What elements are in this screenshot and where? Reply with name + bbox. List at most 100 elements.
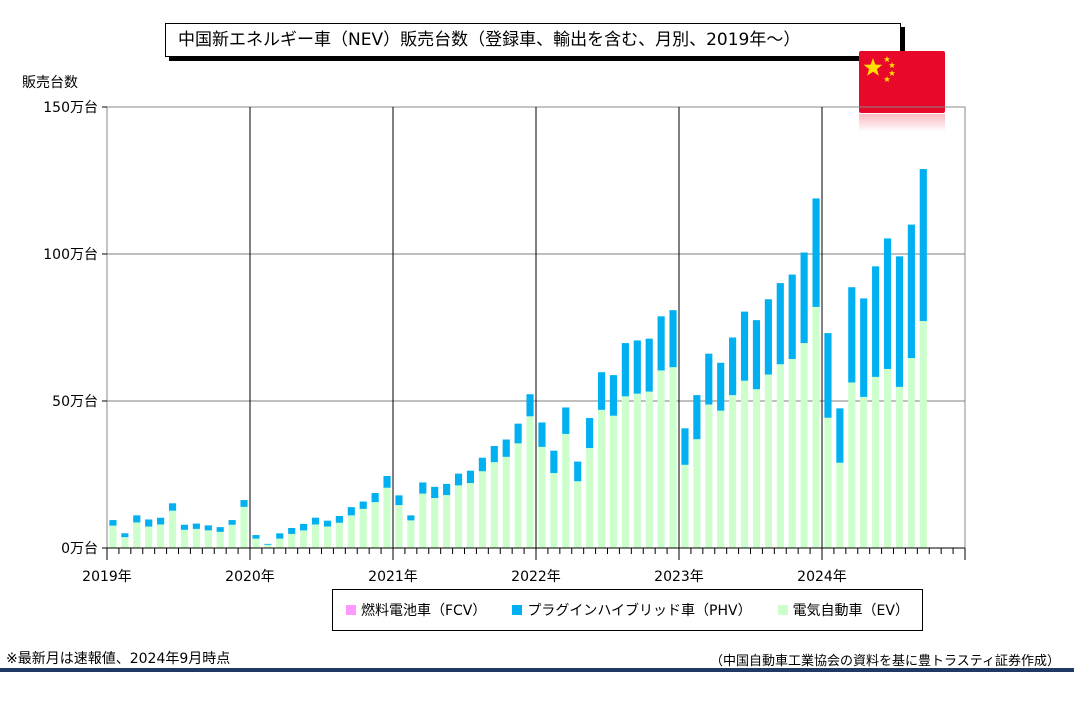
ev-bar — [681, 464, 689, 548]
ev-bar — [407, 520, 415, 548]
phv-bar — [288, 528, 296, 534]
phv-bar — [740, 311, 749, 381]
flag-stars-icon — [863, 56, 896, 83]
chart-title: 中国新エネルギー車（NEV）販売台数（登録車、輸出を含む、月別、2019年～） — [165, 23, 901, 57]
phv-bar — [109, 520, 117, 526]
legend-swatch-phv — [512, 605, 523, 615]
ev-bar — [895, 386, 904, 548]
ev-bar — [729, 395, 737, 548]
phv-bar — [419, 482, 427, 494]
y-tick-label: 0万台 — [61, 541, 98, 557]
ev-bar — [443, 495, 451, 548]
x-tick-label: 2021年 — [368, 569, 418, 585]
china-flag-icon — [859, 51, 945, 113]
phv-bar — [514, 423, 522, 444]
phv-bar — [371, 493, 379, 503]
ev-bar — [574, 481, 582, 548]
ev-bar — [717, 410, 725, 548]
ev-bar — [597, 409, 606, 548]
ev-bar — [860, 396, 868, 548]
phv-bar — [597, 372, 606, 410]
ev-bar — [311, 524, 320, 548]
ev-bar — [788, 358, 796, 548]
phv-bar — [443, 483, 451, 496]
phv-bar — [907, 224, 915, 359]
phv-bar — [133, 515, 141, 523]
ev-bar — [347, 515, 355, 548]
ev-bar — [300, 530, 308, 548]
ev-bar — [276, 538, 284, 548]
y-tick-label: 100万台 — [43, 247, 98, 263]
x-tick-label: 2024年 — [797, 569, 847, 585]
phv-bar — [621, 343, 629, 397]
ev-bar — [466, 483, 475, 548]
phv-bar — [860, 298, 868, 397]
phv-bar — [407, 515, 415, 521]
ev-bar — [252, 538, 260, 548]
phv-bar — [502, 439, 510, 457]
phv-bar — [347, 507, 355, 516]
y-axis-label: 販売台数 — [22, 75, 78, 91]
ev-bar — [526, 416, 534, 548]
legend-item-fcv: 燃料電池車（FCV） — [345, 600, 487, 620]
phv-bar — [121, 533, 129, 538]
phv-bar — [478, 457, 486, 472]
phv-bar — [157, 517, 165, 525]
phv-bar — [872, 266, 880, 377]
phv-bar — [562, 407, 570, 434]
ev-bar — [669, 367, 677, 548]
phv-bar — [800, 252, 808, 344]
phv-bar — [240, 500, 248, 507]
y-tick-label: 150万台 — [43, 100, 98, 116]
ev-bar — [872, 376, 880, 548]
phv-bar — [538, 422, 546, 447]
legend-label-phv: プラグインハイブリッド車（PHV） — [527, 603, 752, 619]
ev-bar — [145, 526, 153, 548]
ev-bar — [919, 321, 927, 548]
phv-bar — [276, 533, 284, 539]
phv-bar — [669, 310, 677, 368]
ev-bar — [133, 522, 141, 548]
ev-bar — [693, 439, 701, 548]
ev-bar — [157, 524, 165, 548]
ev-bar — [204, 530, 212, 548]
ev-bar — [776, 364, 784, 548]
ev-bar — [907, 358, 915, 548]
flag-reflection — [859, 114, 945, 132]
legend-label-ev: 電気自動車（EV） — [792, 603, 909, 619]
legend-swatch-ev — [777, 605, 788, 615]
phv-bar — [729, 337, 737, 396]
footnote: ※最新月は速報値、2024年9月時点 — [6, 651, 231, 667]
legend-label-fcv: 燃料電池車（FCV） — [360, 603, 487, 619]
ev-bar — [490, 462, 498, 548]
x-tick-label: 2019年 — [82, 569, 132, 585]
phv-bar — [395, 495, 403, 506]
bottom-rule — [0, 668, 1074, 672]
ev-bar — [478, 471, 486, 548]
y-tick-label: 50万台 — [52, 394, 98, 410]
ev-bar — [633, 393, 641, 548]
phv-bar — [550, 450, 558, 474]
ev-bar — [812, 306, 820, 548]
phv-bar — [609, 375, 618, 416]
ev-bar — [562, 433, 570, 548]
phv-bar — [323, 520, 332, 527]
ev-bar — [240, 506, 248, 548]
ev-bar — [180, 529, 189, 548]
ev-bar — [609, 415, 618, 548]
phv-bar — [311, 517, 320, 525]
x-tick-label: 2020年 — [225, 569, 275, 585]
phv-bar — [836, 408, 844, 463]
legend-item-ev: 電気自動車（EV） — [777, 600, 909, 620]
phv-bar — [252, 535, 260, 539]
ev-bar — [538, 446, 546, 548]
phv-bar — [335, 515, 343, 523]
phv-bar — [693, 395, 701, 440]
phv-bar — [145, 519, 153, 527]
phv-bar — [574, 461, 582, 482]
phv-bar — [776, 283, 784, 365]
phv-bar — [788, 274, 796, 359]
ev-bar — [550, 473, 558, 548]
ev-bar — [359, 508, 367, 548]
phv-bar — [812, 198, 820, 307]
